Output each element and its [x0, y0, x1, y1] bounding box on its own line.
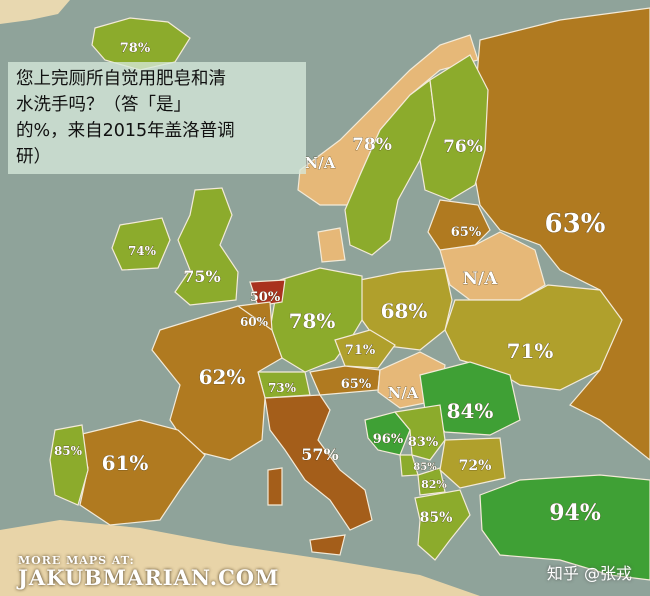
title-line-2: 水洗手吗？（答「是」: [16, 95, 191, 115]
label-portugal: 85%: [54, 444, 83, 458]
bulgaria: [439, 437, 506, 489]
label-serbia: 83%: [408, 435, 439, 450]
belarus: [439, 231, 546, 301]
sardinia: [267, 467, 283, 506]
label-belgium: 60%: [240, 315, 269, 329]
label-turkey: 94%: [549, 500, 601, 526]
africa-land: [0, 520, 480, 596]
label-switzerland: 73%: [268, 381, 297, 395]
label-italy: 57%: [301, 445, 338, 464]
watermark: 知乎 @张戎: [546, 564, 632, 583]
label-uk: 75%: [183, 267, 220, 286]
label-germany: 78%: [289, 309, 336, 333]
label-bulgaria: 72%: [459, 458, 492, 474]
label-austria: 65%: [341, 377, 372, 392]
label-greece: 85%: [420, 510, 453, 526]
label-netherlands: 50%: [250, 290, 281, 305]
turkey: [479, 474, 650, 581]
label-russia: 63%: [545, 209, 606, 239]
label-czech: 71%: [345, 343, 376, 358]
countries: [49, 7, 650, 581]
greenland-land: [0, 0, 70, 24]
denmark: [317, 227, 346, 263]
ukraine: [444, 284, 623, 391]
label-norway: N/A: [305, 154, 336, 172]
sicily: [309, 534, 346, 556]
sweden: [344, 78, 436, 256]
title-line-3: 的%，来自2015年盖洛普调: [16, 121, 235, 141]
value-labels: 78% N/A 78% 76% 63% 65% N/A 74% 75% 50% …: [54, 41, 606, 527]
title-line-4: 研）: [16, 147, 51, 167]
label-iceland: 78%: [120, 41, 151, 56]
label-hungary: N/A: [388, 384, 419, 402]
netherlands: [249, 279, 286, 307]
map-title: 您上完厕所自觉用肥皂和清 水洗手吗？（答「是」 的%，来自2015年盖洛普调 研…: [8, 62, 306, 174]
label-ireland: 74%: [128, 244, 157, 258]
poland: [359, 267, 453, 351]
title-line-1: 您上完厕所自觉用肥皂和清: [16, 69, 226, 89]
united-kingdom: [174, 187, 239, 306]
label-spain: 61%: [102, 451, 149, 475]
italy: [264, 394, 373, 531]
ireland: [111, 217, 171, 271]
label-macedonia: 82%: [421, 478, 447, 491]
france: [151, 305, 283, 461]
finland: [419, 54, 489, 201]
label-france: 62%: [199, 365, 246, 389]
label-belarus: N/A: [463, 269, 499, 289]
label-ukraine: 71%: [507, 339, 554, 363]
spain: [77, 419, 206, 526]
label-bosnia: 96%: [373, 432, 404, 447]
label-sweden: 78%: [352, 135, 392, 155]
portugal: [49, 424, 89, 506]
label-romania: 84%: [447, 399, 494, 423]
footer-small: MORE MAPS AT:: [18, 554, 135, 567]
serbia: [393, 404, 446, 461]
label-finland: 76%: [443, 137, 483, 157]
greece: [414, 489, 471, 561]
czech-republic: [334, 329, 396, 369]
footer-credit: MORE MAPS AT: JAKUBMARIAN.COM: [18, 554, 279, 590]
label-latvia: 65%: [451, 225, 482, 240]
footer-site: JAKUBMARIAN.COM: [18, 565, 280, 590]
macedonia: [417, 467, 446, 496]
label-poland: 68%: [381, 299, 428, 323]
label-montenegro: 85%: [413, 462, 437, 473]
